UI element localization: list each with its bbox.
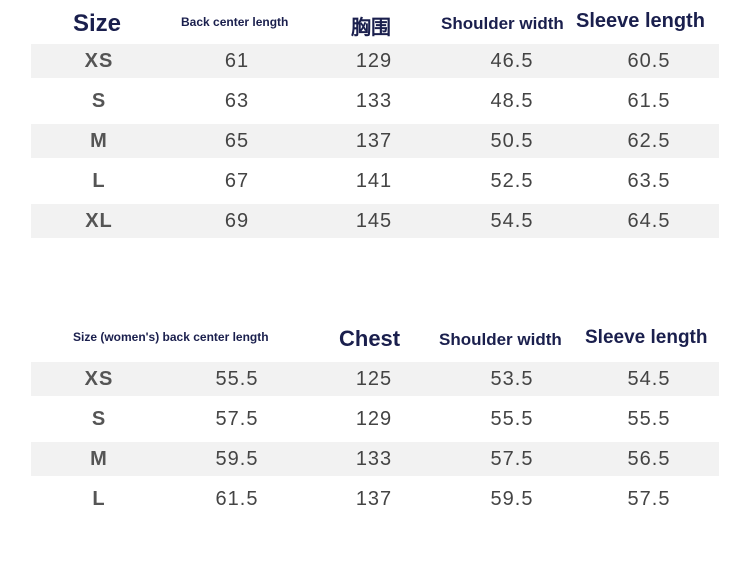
sleeve-cell: 64.5 bbox=[627, 210, 671, 232]
sleeve-cell: 57.5 bbox=[627, 488, 671, 510]
chest-cell: 133 bbox=[355, 448, 393, 470]
header-back-center-length: Back center length bbox=[181, 15, 289, 29]
header-sleeve-length: Sleeve length bbox=[576, 10, 705, 32]
shoulder-cell: 46.5 bbox=[490, 50, 534, 72]
chest-cell: 129 bbox=[355, 408, 393, 430]
sleeve-cell: 54.5 bbox=[627, 368, 671, 390]
back-length-cell: 65 bbox=[224, 130, 250, 152]
size-cell: XL bbox=[85, 210, 113, 232]
chest-cell: 141 bbox=[355, 170, 393, 192]
size-cell: XS bbox=[84, 368, 114, 390]
back-length-cell: 55.5 bbox=[215, 368, 259, 390]
back-length-cell: 57.5 bbox=[215, 408, 259, 430]
men-size-table: Size Back center length 胸围 Shoulder widt… bbox=[31, 0, 719, 244]
shoulder-cell: 59.5 bbox=[490, 488, 534, 510]
size-cell: M bbox=[90, 130, 108, 152]
size-cell: L bbox=[92, 170, 106, 192]
table-row: S 57.5 129 55.5 55.5 bbox=[31, 402, 719, 436]
header-shoulder-width: Shoulder width bbox=[441, 14, 564, 33]
sleeve-cell: 56.5 bbox=[627, 448, 671, 470]
shoulder-cell: 53.5 bbox=[490, 368, 534, 390]
women-size-table: Size (women's) back center length Chest … bbox=[31, 318, 719, 522]
table-row: M 65 137 50.5 62.5 bbox=[31, 124, 719, 158]
back-length-cell: 67 bbox=[224, 170, 250, 192]
sleeve-cell: 61.5 bbox=[627, 90, 671, 112]
table-row: XL 69 145 54.5 64.5 bbox=[31, 204, 719, 238]
table-header: Size Back center length 胸围 Shoulder widt… bbox=[31, 0, 719, 44]
chest-cell: 129 bbox=[355, 50, 393, 72]
back-length-cell: 61.5 bbox=[215, 488, 259, 510]
size-cell: S bbox=[91, 90, 107, 112]
chest-cell: 137 bbox=[355, 488, 393, 510]
shoulder-cell: 55.5 bbox=[490, 408, 534, 430]
table-row: L 67 141 52.5 63.5 bbox=[31, 164, 719, 198]
chest-cell: 133 bbox=[355, 90, 393, 112]
sleeve-cell: 60.5 bbox=[627, 50, 671, 72]
header-size-womens-back-center-length: Size (women's) back center length bbox=[73, 330, 269, 344]
back-length-cell: 61 bbox=[224, 50, 250, 72]
header-chest: 胸围 bbox=[351, 17, 391, 39]
shoulder-cell: 52.5 bbox=[490, 170, 534, 192]
shoulder-cell: 50.5 bbox=[490, 130, 534, 152]
chest-cell: 145 bbox=[355, 210, 393, 232]
sleeve-cell: 62.5 bbox=[627, 130, 671, 152]
chest-cell: 125 bbox=[355, 368, 393, 390]
chest-cell: 137 bbox=[355, 130, 393, 152]
table-row: M 59.5 133 57.5 56.5 bbox=[31, 442, 719, 476]
back-length-cell: 69 bbox=[224, 210, 250, 232]
back-length-cell: 63 bbox=[224, 90, 250, 112]
table-row: XS 55.5 125 53.5 54.5 bbox=[31, 362, 719, 396]
header-sleeve-length: Sleeve length bbox=[585, 327, 708, 348]
sleeve-cell: 63.5 bbox=[627, 170, 671, 192]
header-shoulder-width: Shoulder width bbox=[439, 330, 562, 349]
header-chest: Chest bbox=[339, 326, 401, 351]
back-length-cell: 59.5 bbox=[215, 448, 259, 470]
size-cell: XS bbox=[84, 50, 114, 72]
size-cell: S bbox=[91, 408, 107, 430]
shoulder-cell: 57.5 bbox=[490, 448, 534, 470]
table-header: Size (women's) back center length Chest … bbox=[31, 318, 719, 362]
table-row: L 61.5 137 59.5 57.5 bbox=[31, 482, 719, 516]
sleeve-cell: 55.5 bbox=[627, 408, 671, 430]
table-row: S 63 133 48.5 61.5 bbox=[31, 84, 719, 118]
shoulder-cell: 48.5 bbox=[490, 90, 534, 112]
table-row: XS 61 129 46.5 60.5 bbox=[31, 44, 719, 78]
size-cell: M bbox=[90, 448, 108, 470]
size-cell: L bbox=[92, 488, 106, 510]
shoulder-cell: 54.5 bbox=[490, 210, 534, 232]
header-size: Size bbox=[73, 10, 122, 37]
